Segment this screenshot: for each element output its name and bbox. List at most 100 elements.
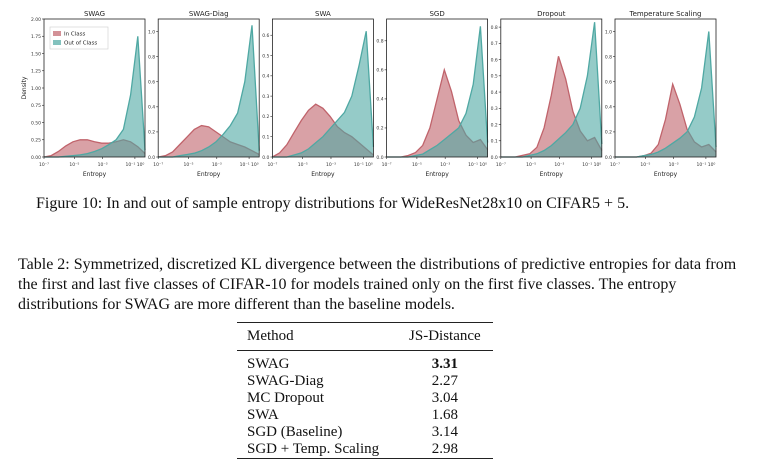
x-tick-label: 10⁻¹ 10⁰ [354, 162, 373, 168]
y-tick-label: 0.0 [376, 155, 383, 161]
y-tick-label: 0.0 [148, 155, 155, 161]
legend-out-of-class-label: Out of Class [64, 41, 97, 47]
y-tick-label: 0.4 [148, 105, 155, 111]
y-tick-label: 0.2 [605, 130, 612, 136]
method-cell: SWAG-Diag [247, 373, 324, 389]
y-tick-label: 0.1 [262, 135, 269, 141]
y-tick-label: 1.50 [31, 51, 41, 57]
y-tick-label: 0.4 [605, 105, 612, 111]
entropy-distribution-figure: SWAG 0.00 0.25 0.50 0.75 1.00 1.25 1.50 1.75 2.00… [21, 10, 717, 178]
method-cell: SWA [247, 407, 279, 423]
legend-in-class-label: In Class [64, 32, 85, 38]
x-tick-label: 10⁻⁵ [69, 162, 79, 168]
y-tick-label: 0.8 [491, 25, 498, 31]
x-tick-label: 10⁻³ [212, 162, 222, 168]
y-tick-label: 0.6 [491, 57, 498, 63]
y-tick-label: 0.6 [605, 80, 612, 86]
y-tick-label: 0.5 [491, 74, 498, 80]
x-tick-label: 10⁻¹ 10⁰ [582, 162, 601, 168]
y-tick-label: 0.00 [31, 155, 41, 161]
y-tick-label: 1.25 [31, 69, 41, 75]
x-axis-label: Entropy [311, 171, 335, 178]
method-cell: SGD + Temp. Scaling [247, 441, 380, 457]
x-tick-label: 10⁻³ [98, 162, 108, 168]
out-of-class-line [272, 31, 375, 158]
y-tick-label: 1.0 [148, 29, 155, 35]
table-header-row: Method JS-Distance [237, 322, 493, 351]
value-cell: 1.68 [431, 407, 458, 423]
x-tick-label: 10⁻⁵ [526, 162, 536, 168]
x-tick-label: 10⁻¹ 10⁰ [696, 162, 715, 168]
x-tick-label: 10⁻¹ 10⁰ [125, 162, 144, 168]
y-tick-label: 0.2 [376, 126, 383, 132]
y-tick-label: 0.0 [262, 155, 269, 161]
y-axis-label: Density [21, 76, 28, 99]
x-tick-label: 10⁻¹ 10⁰ [240, 162, 259, 168]
x-tick-label: 10⁻⁵ [298, 162, 308, 168]
x-tick-label: 10⁻⁵ [412, 162, 422, 168]
table-row: SWAG 3.31 [237, 351, 493, 374]
x-tick-label: 10⁻³ [440, 162, 450, 168]
y-tick-label: 0.4 [262, 74, 269, 80]
panel-frame [157, 18, 260, 158]
legend-box [49, 26, 109, 50]
value-cell: 3.04 [431, 390, 458, 406]
x-tick-label: 10⁻⁷ [610, 162, 620, 168]
y-tick-label: 0.4 [376, 97, 383, 103]
x-tick-label: 10⁻⁷ [382, 162, 392, 168]
panel-title: SWAG-Diag [189, 10, 229, 18]
x-axis-label: Entropy [197, 171, 221, 178]
y-tick-label: 0.75 [31, 103, 41, 109]
x-tick-label: 10⁻⁷ [496, 162, 506, 168]
panel-frame [614, 18, 717, 158]
out-of-class-area [500, 22, 602, 158]
y-tick-label: 2.00 [31, 17, 41, 23]
panel-title: SWA [315, 10, 331, 18]
figure-caption: Figure 10: In and out of sample entropy … [36, 195, 630, 212]
method-cell: SGD (Baseline) [247, 424, 343, 440]
x-tick-label: 10⁻³ [669, 162, 679, 168]
y-tick-label: 0.8 [376, 39, 383, 45]
y-tick-label: 0.8 [605, 54, 612, 60]
table-row: SWAG-Diag 2.27 [237, 373, 493, 390]
method-header: Method [247, 328, 294, 344]
table-row: SWA 1.68 [237, 407, 493, 424]
out-of-class-area [44, 36, 145, 157]
x-axis-label: Entropy [540, 171, 564, 178]
x-tick-label: 10⁻⁷ [39, 162, 49, 168]
out-of-class-area [158, 25, 260, 157]
js-distance-header: JS-Distance [409, 328, 481, 344]
x-tick-label: 10⁻⁷ [153, 162, 163, 168]
y-tick-label: 0.2 [262, 114, 269, 120]
y-tick-label: 0.50 [31, 120, 41, 126]
table-caption: Table 2: Symmetrized, discretized KL div… [18, 256, 737, 313]
x-tick-label: 10⁻³ [554, 162, 564, 168]
y-tick-label: 0.0 [491, 155, 498, 161]
y-tick-label: 0.3 [491, 106, 498, 112]
panel-title: SWAG [84, 10, 105, 18]
legend-out-of-class-swatch [53, 40, 61, 45]
x-axis-label: Entropy [83, 171, 107, 178]
value-cell: 2.98 [431, 441, 458, 457]
panel-title: Dropout [537, 10, 566, 18]
method-cell: MC Dropout [247, 390, 325, 406]
y-tick-label: 0.1 [491, 139, 498, 145]
value-cell: 3.14 [431, 424, 458, 440]
y-tick-label: 1.0 [605, 29, 612, 35]
x-tick-label: 10⁻⁵ [640, 162, 650, 168]
x-tick-label: 10⁻⁷ [267, 162, 277, 168]
y-tick-label: 0.6 [376, 68, 383, 74]
y-tick-label: 0.5 [262, 53, 269, 59]
out-of-class-area [386, 26, 488, 157]
method-cell: SWAG [247, 356, 290, 372]
out-of-class-area [272, 31, 374, 158]
panel-title: Temperature Scaling [629, 10, 702, 18]
out-of-class-line [158, 25, 260, 158]
y-tick-label: 0.4 [491, 90, 498, 96]
y-tick-label: 0.6 [148, 80, 155, 86]
x-tick-label: 10⁻¹ 10⁰ [468, 162, 487, 168]
table-row: MC Dropout 3.04 [237, 390, 493, 407]
legend-in-class-swatch [53, 31, 61, 36]
x-tick-label: 10⁻³ [326, 162, 336, 168]
value-cell-best: 3.31 [431, 356, 458, 372]
